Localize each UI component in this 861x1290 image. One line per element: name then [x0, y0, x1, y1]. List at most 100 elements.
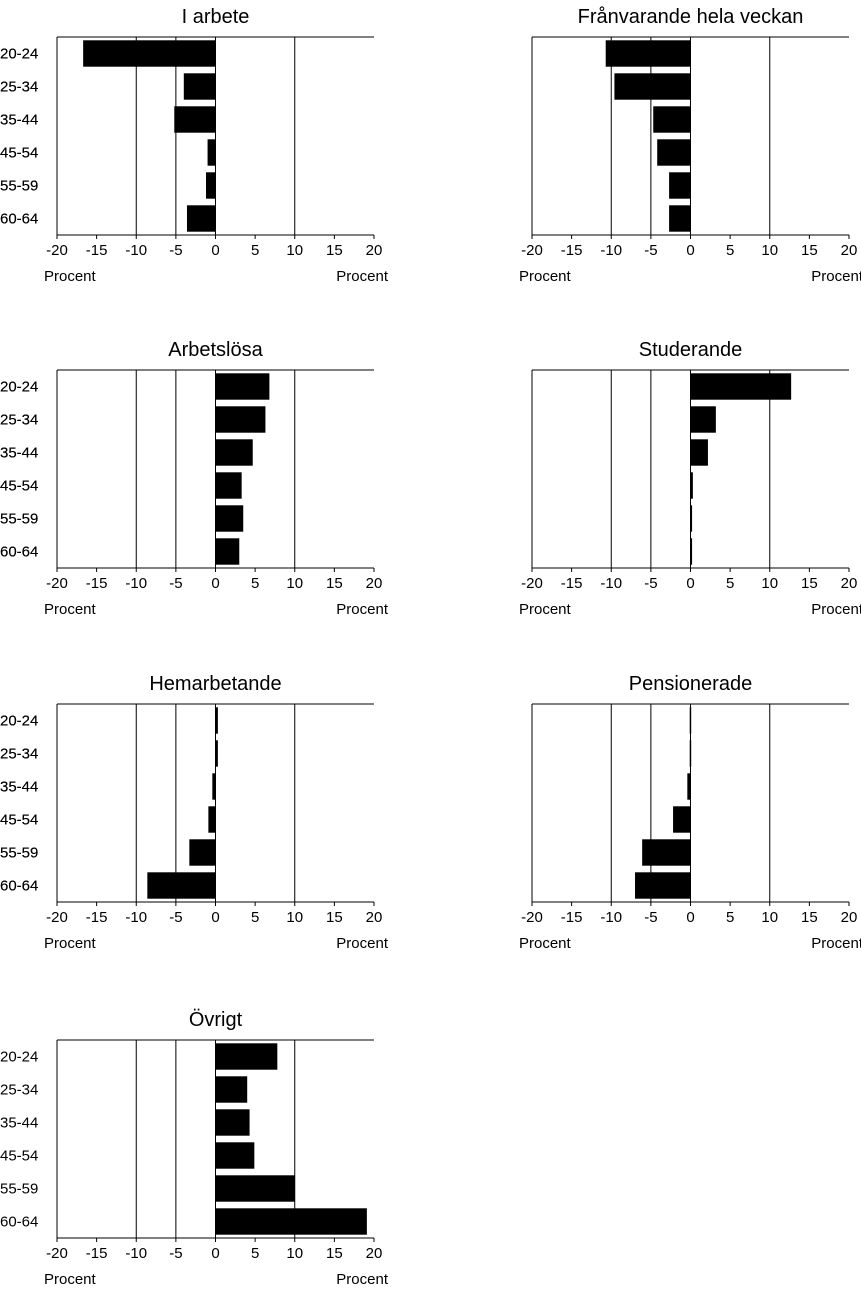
unit-label-right: Procent — [336, 601, 389, 618]
x-tick-label: 10 — [286, 1245, 303, 1262]
bar-25-34 — [183, 73, 216, 100]
bar-35-44 — [215, 439, 253, 466]
x-tick-label: -10 — [125, 242, 147, 259]
bar-60-64 — [215, 1208, 367, 1235]
x-tick-label: -20 — [46, 575, 68, 592]
category-label: 25-34 — [0, 79, 38, 96]
bar-20-24 — [83, 40, 216, 67]
category-label: 25-34 — [0, 412, 38, 429]
chart-title: Övrigt — [189, 1009, 243, 1031]
chart-panel-7: Övrigt 20-24 25-34 35-44 45-54 55-59 60-64 -20 -… — [0, 1009, 389, 1288]
x-tick-label: -10 — [600, 242, 622, 259]
category-label: 35-44 — [0, 445, 38, 462]
bar-35-44 — [690, 439, 708, 466]
x-tick-label: 5 — [726, 909, 734, 926]
unit-label-left: Procent — [44, 601, 97, 618]
category-label: 35-44 — [0, 779, 38, 796]
category-label: 35-44 — [0, 779, 38, 796]
x-tick-label: -5 — [644, 909, 657, 926]
x-tick-label: 20 — [366, 575, 383, 592]
x-tick-label: 20 — [366, 242, 383, 259]
x-tick-label: -10 — [125, 1245, 147, 1262]
category-label: 20-24 — [0, 379, 38, 396]
bar-55-59 — [189, 839, 216, 866]
category-label: 25-34 — [0, 746, 38, 763]
category-label: 45-54 — [0, 478, 38, 495]
x-tick-label: 0 — [686, 575, 694, 592]
bar-55-59 — [215, 505, 244, 532]
category-label: 60-64 — [0, 211, 38, 228]
bar-20-24 — [689, 707, 692, 734]
category-label: 60-64 — [0, 211, 38, 228]
x-tick-label: 20 — [841, 575, 858, 592]
x-tick-label: 15 — [326, 1245, 343, 1262]
bar-25-34 — [689, 740, 692, 767]
x-tick-label: 15 — [326, 575, 343, 592]
x-tick-label: 20 — [366, 1245, 383, 1262]
bar-45-54 — [207, 139, 216, 166]
x-tick-label: -10 — [125, 575, 147, 592]
category-label: 60-64 — [0, 544, 38, 561]
x-tick-label: -20 — [46, 909, 68, 926]
bar-45-54 — [673, 806, 691, 833]
unit-label-right: Procent — [811, 601, 861, 618]
bar-25-34 — [215, 1076, 248, 1103]
x-tick-label: -10 — [600, 909, 622, 926]
category-label: 60-64 — [0, 544, 38, 561]
x-tick-label: -5 — [169, 575, 182, 592]
x-tick-label: -15 — [86, 909, 108, 926]
x-tick-label: 0 — [211, 1245, 219, 1262]
category-label: 55-59 — [0, 178, 38, 195]
bar-45-54 — [215, 472, 242, 499]
category-label: 45-54 — [0, 812, 38, 829]
x-tick-label: 0 — [211, 242, 219, 259]
category-label: 55-59 — [0, 845, 38, 862]
chart-panel-5: Hemarbetande 20-24 25-34 35-44 45-54 55-59 60-… — [0, 673, 389, 952]
unit-label-right: Procent — [811, 935, 861, 952]
category-label: 35-44 — [0, 112, 38, 129]
bar-25-34 — [690, 406, 716, 433]
x-tick-label: 5 — [251, 909, 259, 926]
bar-35-44 — [687, 773, 691, 800]
category-label: 35-44 — [0, 445, 38, 462]
x-tick-label: -15 — [86, 242, 108, 259]
bar-55-59 — [205, 172, 216, 199]
bar-20-24 — [605, 40, 691, 67]
x-tick-label: 15 — [801, 575, 818, 592]
unit-label-right: Procent — [811, 268, 861, 285]
x-tick-label: 5 — [251, 242, 259, 259]
bar-35-44 — [215, 1109, 250, 1136]
chart-panel-2: Frånvarande hela veckan 20-24 25-34 35-44 45… — [0, 6, 861, 285]
x-tick-label: 10 — [286, 242, 303, 259]
unit-label-left: Procent — [44, 1271, 97, 1288]
x-tick-label: -5 — [644, 242, 657, 259]
unit-label-left: Procent — [44, 268, 97, 285]
x-tick-label: -15 — [561, 575, 583, 592]
unit-label-left: Procent — [44, 935, 97, 952]
bar-60-64 — [690, 538, 693, 565]
bar-20-24 — [690, 373, 792, 400]
x-tick-label: 0 — [211, 575, 219, 592]
x-tick-label: -5 — [169, 242, 182, 259]
bar-45-54 — [657, 139, 691, 166]
x-tick-label: -5 — [169, 909, 182, 926]
x-tick-label: -15 — [86, 575, 108, 592]
bar-20-24 — [215, 1043, 278, 1070]
x-tick-label: -20 — [521, 242, 543, 259]
x-tick-label: 20 — [841, 242, 858, 259]
category-label: 60-64 — [0, 878, 38, 895]
unit-label-left: Procent — [519, 935, 572, 952]
x-tick-label: 20 — [841, 909, 858, 926]
category-label: 20-24 — [0, 713, 38, 730]
x-tick-label: 5 — [726, 242, 734, 259]
chart-panel-3: Arbetslösa 20-24 25-34 35-44 45-54 55-59 60-64… — [0, 339, 389, 618]
bar-25-34 — [215, 406, 266, 433]
bar-45-54 — [208, 806, 216, 833]
category-label: 20-24 — [0, 1049, 38, 1066]
bar-45-54 — [690, 472, 693, 499]
bar-60-64 — [186, 205, 216, 232]
x-tick-label: -20 — [521, 909, 543, 926]
chart-title: Studerande — [639, 339, 742, 361]
category-label: 20-24 — [0, 379, 38, 396]
